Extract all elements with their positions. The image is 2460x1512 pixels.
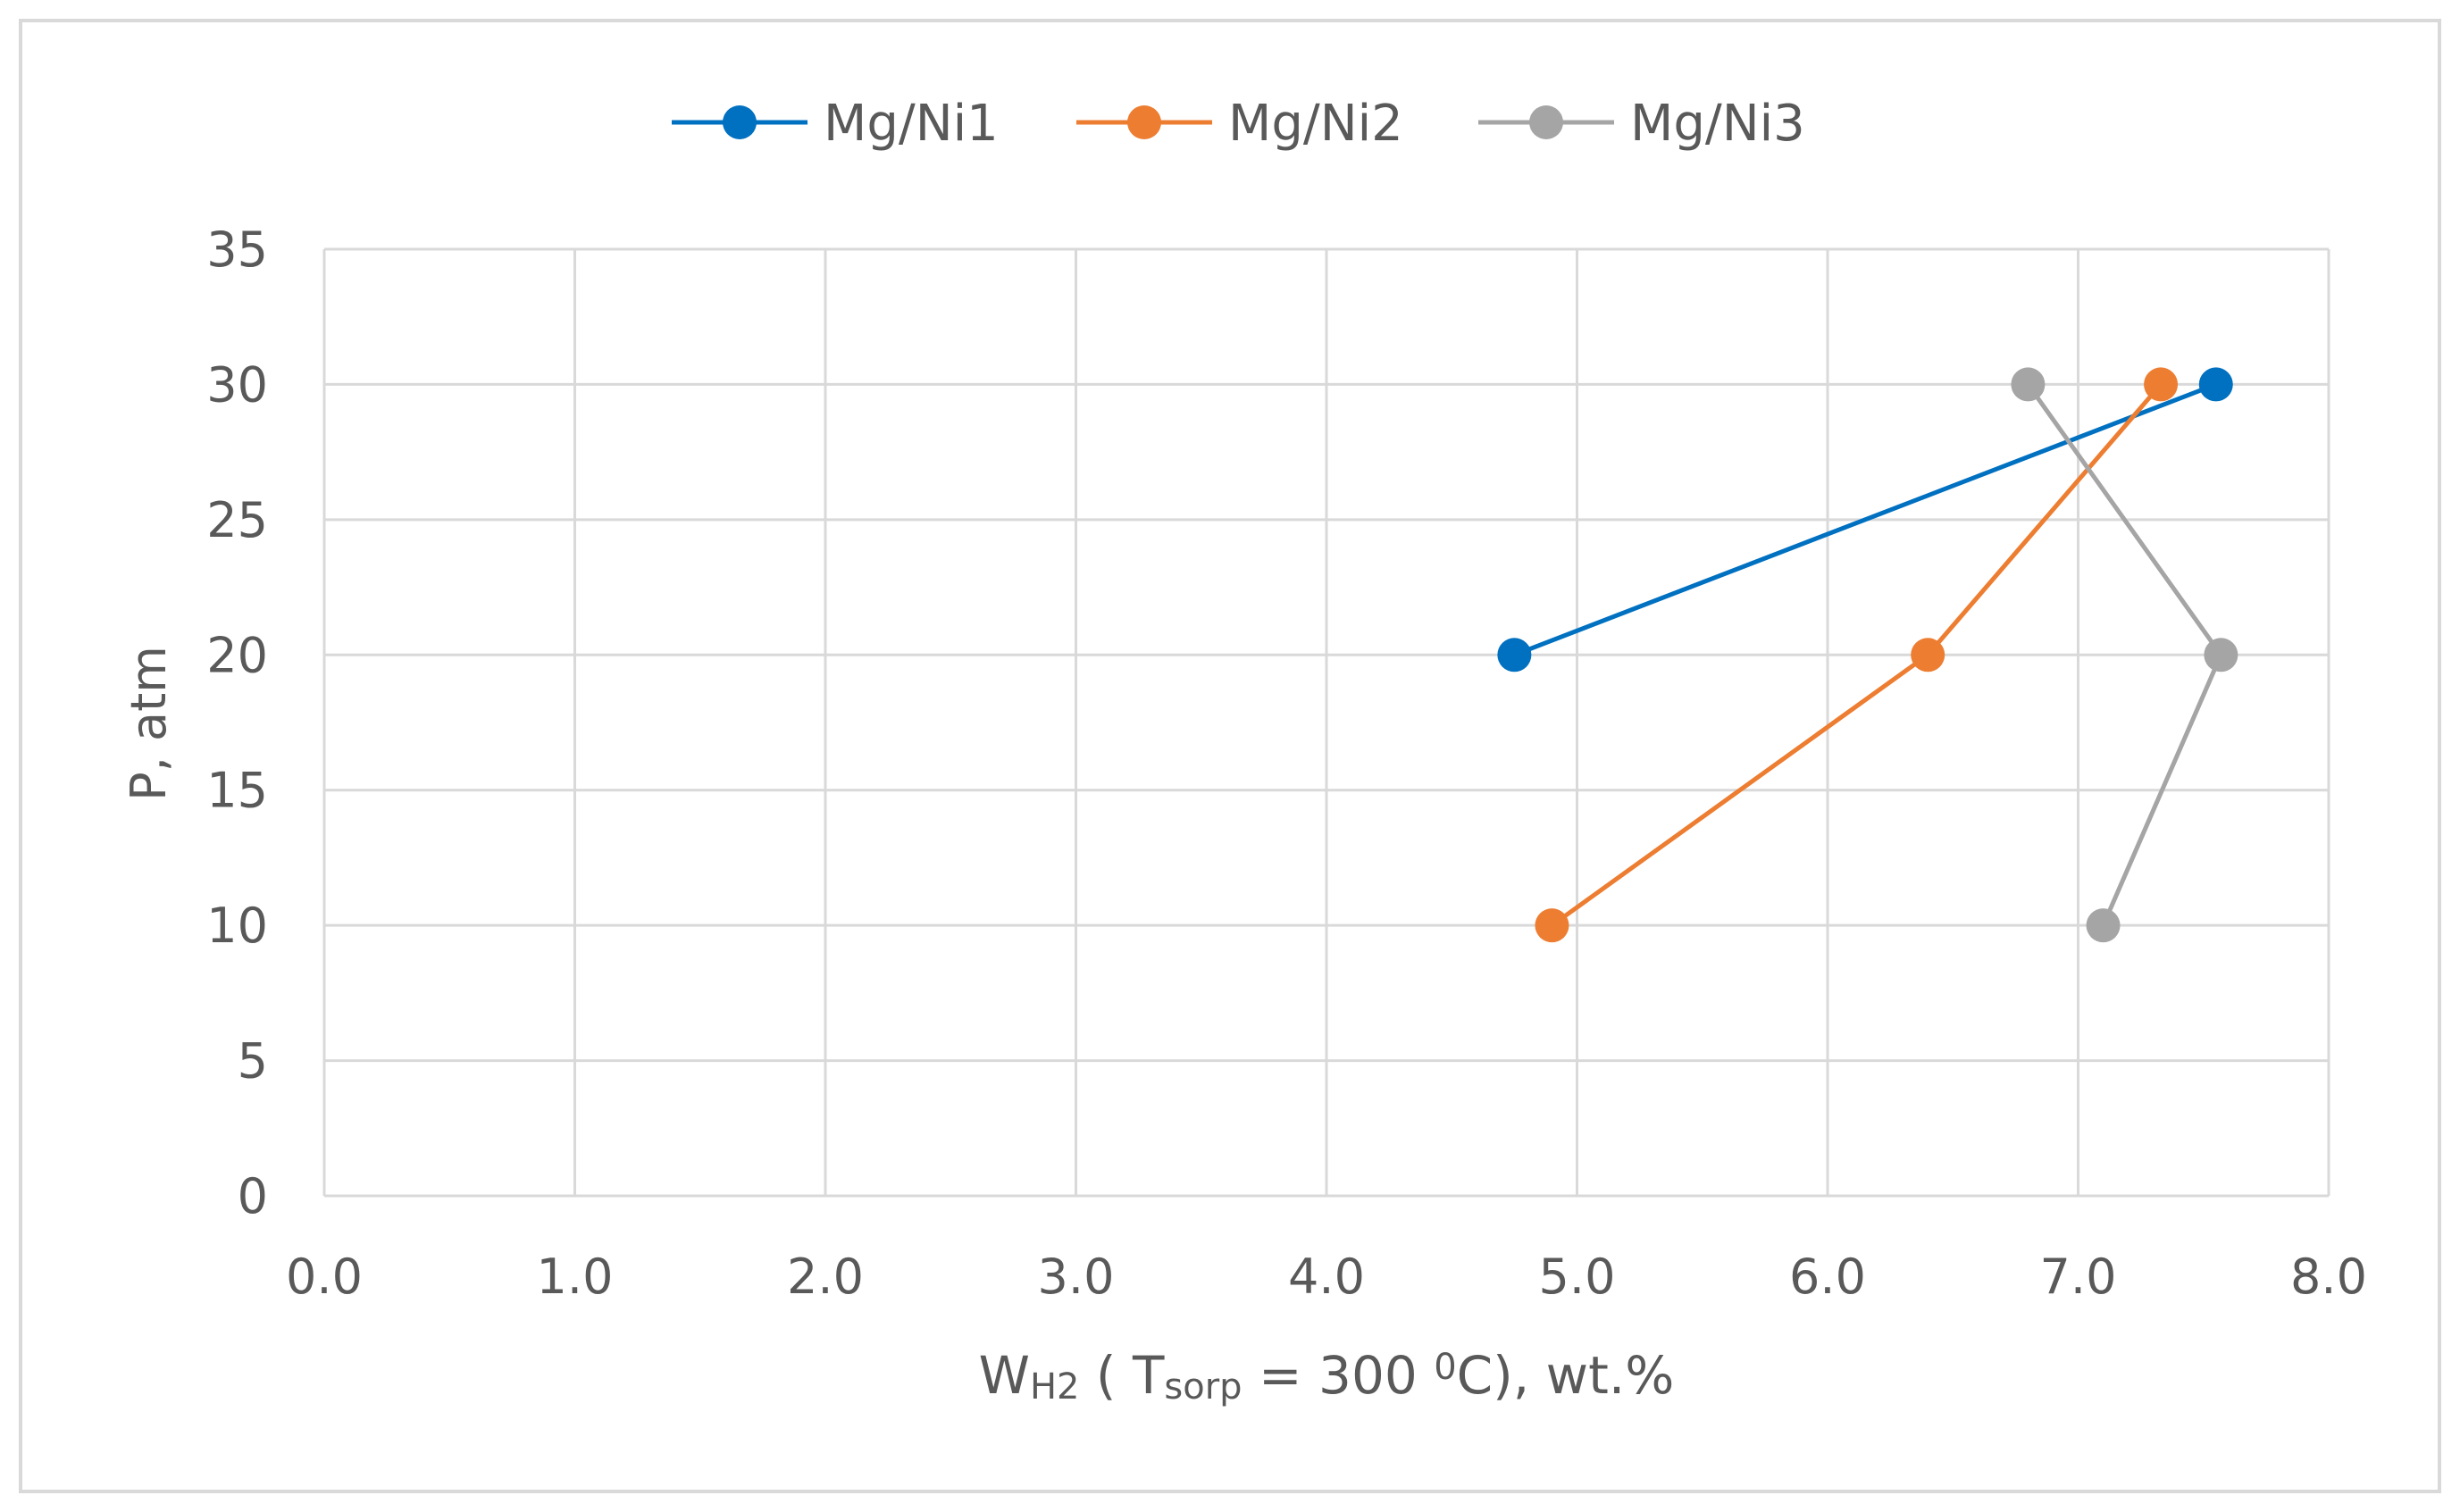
x-label-w: W bbox=[979, 1345, 1030, 1406]
y-axis-label: P, atm bbox=[121, 646, 177, 801]
x-tick-label: 7.0 bbox=[2040, 1249, 2117, 1305]
y-tick-label: 25 bbox=[206, 492, 268, 548]
data-point bbox=[2144, 367, 2179, 402]
series-line bbox=[1513, 382, 2217, 657]
legend-label: Mg/Ni3 bbox=[1630, 95, 1805, 153]
y-tick-label: 30 bbox=[206, 356, 268, 413]
legend-item: Mg/Ni2 bbox=[1076, 95, 1403, 153]
x-tick-label: 1.0 bbox=[537, 1249, 614, 1305]
x-label-300: = 300 bbox=[1243, 1345, 1435, 1406]
series-mg-ni2 bbox=[1535, 367, 2179, 943]
x-tick-label: 3.0 bbox=[1038, 1249, 1115, 1305]
y-tick-label: 10 bbox=[206, 898, 268, 954]
x-label-sup-0: 0 bbox=[1434, 1347, 1456, 1388]
legend-item: Mg/Ni3 bbox=[1478, 95, 1805, 153]
data-point bbox=[2198, 367, 2233, 402]
data-point bbox=[1911, 638, 1945, 672]
series-layer bbox=[1497, 367, 2238, 943]
data-point bbox=[1535, 908, 1569, 943]
legend-marker bbox=[1529, 105, 1563, 139]
data-point bbox=[2086, 908, 2121, 943]
y-tick-label: 0 bbox=[238, 1168, 268, 1224]
y-tick-label: 20 bbox=[206, 627, 268, 683]
legend-marker bbox=[1127, 105, 1161, 139]
x-tick-label: 4.0 bbox=[1288, 1249, 1365, 1305]
x-tick-label: 6.0 bbox=[1789, 1249, 1866, 1305]
y-axis-ticks: 0 5 10 15 20 25 30 35 bbox=[206, 221, 268, 1224]
x-axis-label: WH2 ( Tsorp = 300 0C), wt.% bbox=[979, 1345, 1675, 1408]
gridlines bbox=[322, 247, 2330, 1198]
x-label-sub-h2: H2 bbox=[1030, 1366, 1080, 1408]
legend-label: Mg/Ni2 bbox=[1228, 95, 1403, 153]
data-point bbox=[1497, 638, 1532, 672]
legend-marker bbox=[723, 105, 757, 139]
x-label-t: ( T bbox=[1079, 1345, 1165, 1406]
x-tick-label: 8.0 bbox=[2290, 1249, 2367, 1305]
x-tick-label: 0.0 bbox=[286, 1249, 363, 1305]
x-label-sub-sorp: sorp bbox=[1164, 1366, 1242, 1408]
data-point bbox=[2204, 638, 2238, 672]
legend-item: Mg/Ni1 bbox=[672, 95, 999, 153]
legend: Mg/Ni1 Mg/Ni2 Mg/Ni3 bbox=[672, 95, 1805, 153]
x-axis-ticks: 0.0 1.0 2.0 3.0 4.0 5.0 6.0 7.0 8.0 bbox=[286, 1249, 2367, 1305]
x-label-units: C), wt.% bbox=[1457, 1345, 1675, 1406]
series-mg-ni3 bbox=[2011, 367, 2238, 943]
legend-label: Mg/Ni1 bbox=[824, 95, 999, 153]
x-tick-label: 5.0 bbox=[1539, 1249, 1616, 1305]
y-tick-label: 15 bbox=[206, 763, 268, 819]
series-mg-ni1 bbox=[1497, 367, 2233, 672]
data-point bbox=[2011, 367, 2046, 402]
y-tick-label: 35 bbox=[206, 221, 268, 278]
x-tick-label: 2.0 bbox=[787, 1249, 864, 1305]
chart-border bbox=[19, 19, 2441, 1493]
y-tick-label: 5 bbox=[238, 1033, 268, 1090]
